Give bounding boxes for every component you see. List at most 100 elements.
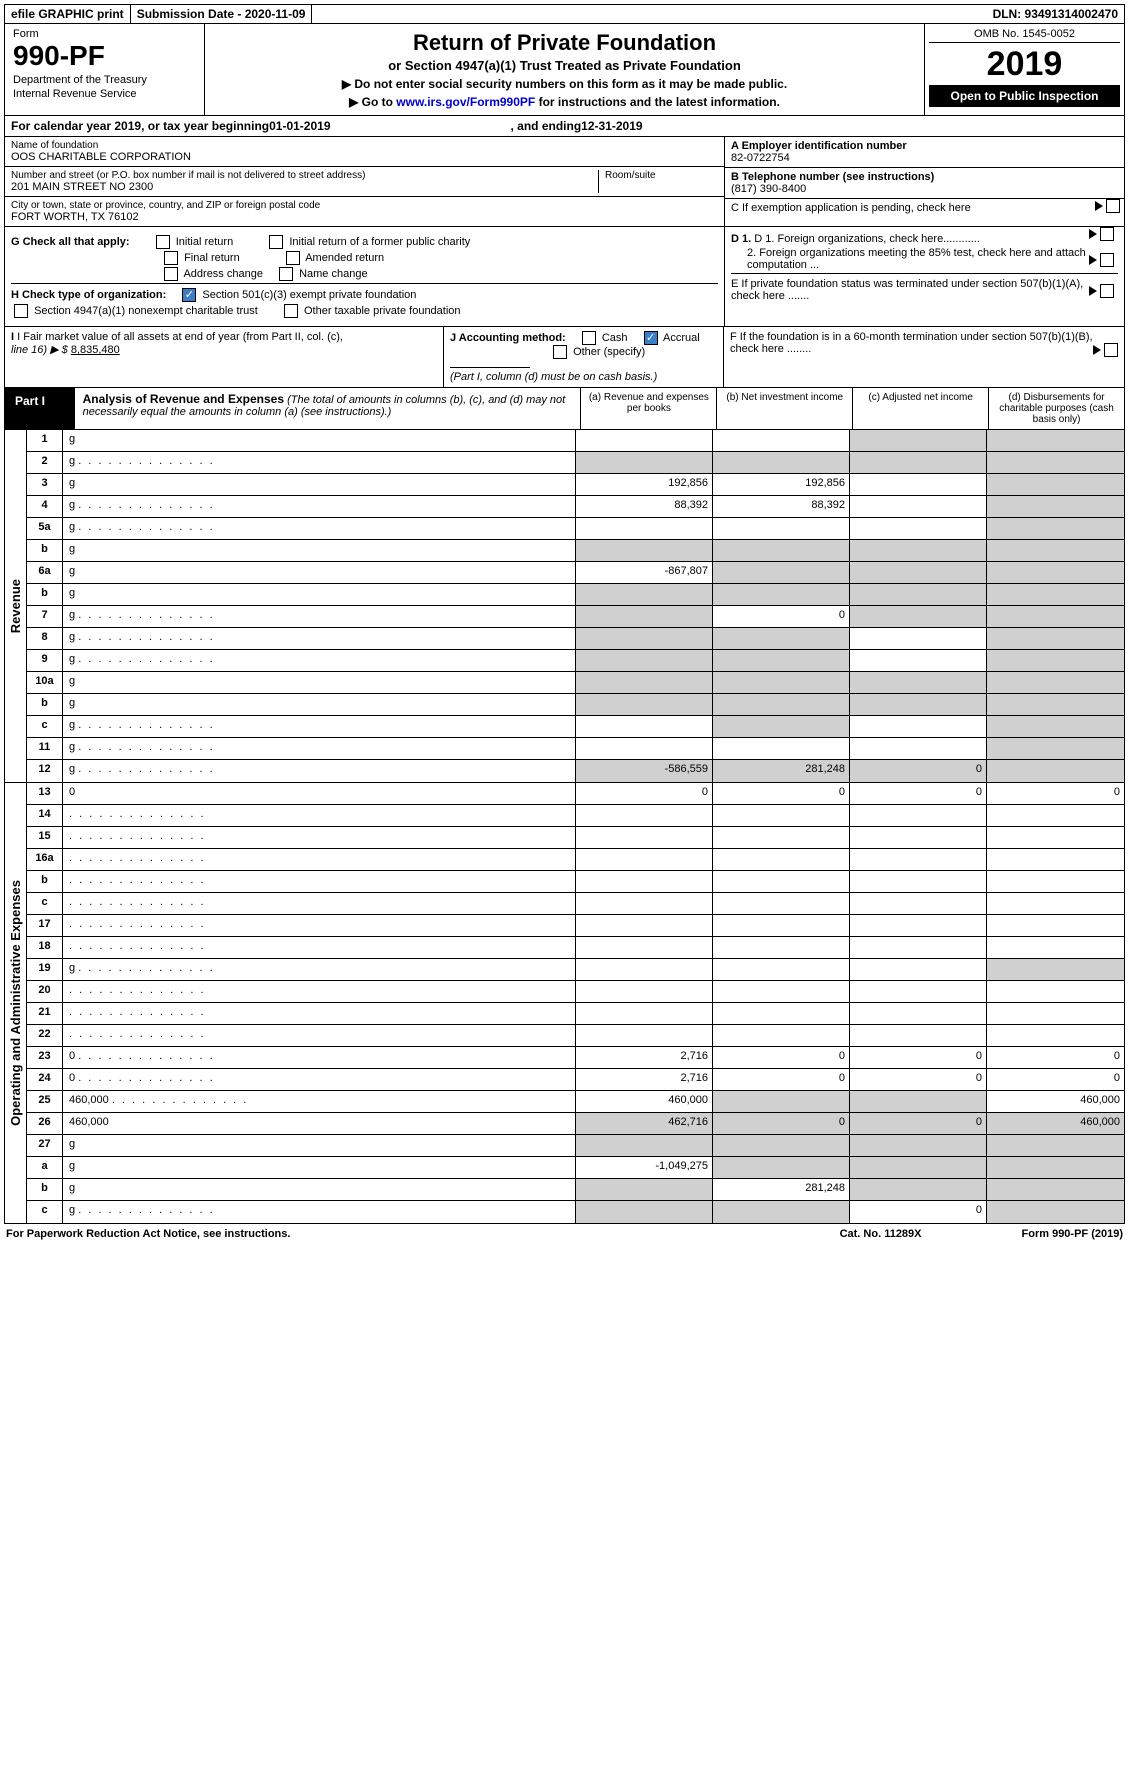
form-title: Return of Private Foundation <box>213 30 916 56</box>
row-number: b <box>27 540 63 561</box>
chk-initial-return[interactable] <box>156 235 170 249</box>
cell-col-c <box>850 1157 987 1178</box>
table-row: 2g <box>27 452 1124 474</box>
chk-other-taxable[interactable] <box>284 304 298 318</box>
row-description: g <box>63 540 576 561</box>
cell-col-b: 0 <box>713 606 850 627</box>
table-row: 5ag <box>27 518 1124 540</box>
cell-col-d: 460,000 <box>987 1113 1124 1134</box>
row-number: 19 <box>27 959 63 980</box>
chk-address-change[interactable] <box>164 267 178 281</box>
table-row: c <box>27 893 1124 915</box>
cell-col-a: -586,559 <box>576 760 713 782</box>
row-description <box>63 827 576 848</box>
row-number: 1 <box>27 430 63 451</box>
gh-d-row: G Check all that apply: Initial return I… <box>4 227 1125 327</box>
table-row: 12g -586,559281,2480 <box>27 760 1124 782</box>
cell-col-c: 0 <box>850 760 987 782</box>
entity-block: Name of foundation OOS CHARITABLE CORPOR… <box>4 137 1125 227</box>
irs-link[interactable]: www.irs.gov/Form990PF <box>396 95 535 109</box>
cell-col-b <box>713 1003 850 1024</box>
header-left: Form 990-PF Department of the Treasury I… <box>5 24 205 115</box>
cell-col-c <box>850 981 987 1002</box>
cell-col-d <box>987 1025 1124 1046</box>
chk-other-method[interactable] <box>553 345 567 359</box>
cell-col-d: 0 <box>987 783 1124 804</box>
exemption-pending-row: C If exemption application is pending, c… <box>725 199 1124 217</box>
chk-501c3[interactable]: ✓ <box>182 288 196 302</box>
row-number: b <box>27 584 63 605</box>
d-e-right: D 1. D 1. Foreign organizations, check h… <box>724 227 1124 326</box>
arrow-icon <box>1089 286 1097 296</box>
cell-col-d <box>987 959 1124 980</box>
cell-col-c: 0 <box>850 783 987 804</box>
row-description <box>63 893 576 914</box>
table-row: 15 <box>27 827 1124 849</box>
row-description: g <box>63 760 576 782</box>
header-middle: Return of Private Foundation or Section … <box>205 24 924 115</box>
cell-col-b <box>713 584 850 605</box>
checkbox-c[interactable] <box>1106 199 1120 213</box>
cell-col-d <box>987 1157 1124 1178</box>
table-row: 14 <box>27 805 1124 827</box>
table-row: 240 2,716000 <box>27 1069 1124 1091</box>
cell-col-b <box>713 1157 850 1178</box>
row-description: 0 <box>63 1069 576 1090</box>
cell-col-c <box>850 562 987 583</box>
row-description: g <box>63 959 576 980</box>
chk-initial-former[interactable] <box>269 235 283 249</box>
cell-col-b <box>713 805 850 826</box>
chk-accrual[interactable]: ✓ <box>644 331 658 345</box>
chk-d1[interactable] <box>1100 227 1114 241</box>
table-row: 25460,000 460,000460,000 <box>27 1091 1124 1113</box>
cell-col-b <box>713 430 850 451</box>
cell-col-a: -1,049,275 <box>576 1157 713 1178</box>
row-number: 17 <box>27 915 63 936</box>
cell-col-b: 0 <box>713 1069 850 1090</box>
row-description: g <box>63 738 576 759</box>
chk-cash[interactable] <box>582 331 596 345</box>
chk-4947[interactable] <box>14 304 28 318</box>
expense-sidebar: Operating and Administrative Expenses <box>5 783 27 1223</box>
cell-col-a <box>576 1003 713 1024</box>
cell-col-d <box>987 1179 1124 1200</box>
cell-col-a <box>576 1135 713 1156</box>
cell-col-d <box>987 1201 1124 1223</box>
cell-col-d <box>987 694 1124 715</box>
room-suite-label: Room/suite <box>605 170 718 181</box>
row-description <box>63 1025 576 1046</box>
chk-e[interactable] <box>1100 284 1114 298</box>
row-description: g <box>63 716 576 737</box>
cell-col-b: 0 <box>713 1113 850 1134</box>
table-row: 26460,000462,71600460,000 <box>27 1113 1124 1135</box>
cell-col-c <box>850 915 987 936</box>
row-description: 460,000 <box>63 1113 576 1134</box>
chk-amended[interactable] <box>286 251 300 265</box>
i-fmv: I I Fair market value of all assets at e… <box>5 327 444 387</box>
cell-col-c <box>850 1091 987 1112</box>
ein-value: 82-0722754 <box>731 152 1118 164</box>
row-number: 9 <box>27 650 63 671</box>
cell-col-a <box>576 871 713 892</box>
row-description: g <box>63 628 576 649</box>
goto-note: ▶ Go to www.irs.gov/Form990PF for instru… <box>213 95 916 109</box>
chk-final-return[interactable] <box>164 251 178 265</box>
cell-col-b <box>713 827 850 848</box>
cell-col-b <box>713 694 850 715</box>
cell-col-c <box>850 1179 987 1200</box>
cell-col-a <box>576 518 713 539</box>
j-accounting: J Accounting method: Cash ✓ Accrual Othe… <box>444 327 724 387</box>
chk-name-change[interactable] <box>279 267 293 281</box>
cell-col-c <box>850 849 987 870</box>
cell-col-b <box>713 738 850 759</box>
g-row: G Check all that apply: Initial return I… <box>11 235 718 249</box>
row-number: 6a <box>27 562 63 583</box>
irs-label: Internal Revenue Service <box>13 88 196 100</box>
cell-col-a <box>576 650 713 671</box>
table-row: 11g <box>27 738 1124 760</box>
chk-d2[interactable] <box>1100 253 1114 267</box>
cell-col-a <box>576 1179 713 1200</box>
street-address: 201 MAIN STREET NO 2300 <box>11 181 598 193</box>
cell-col-a <box>576 606 713 627</box>
chk-f[interactable] <box>1104 343 1118 357</box>
